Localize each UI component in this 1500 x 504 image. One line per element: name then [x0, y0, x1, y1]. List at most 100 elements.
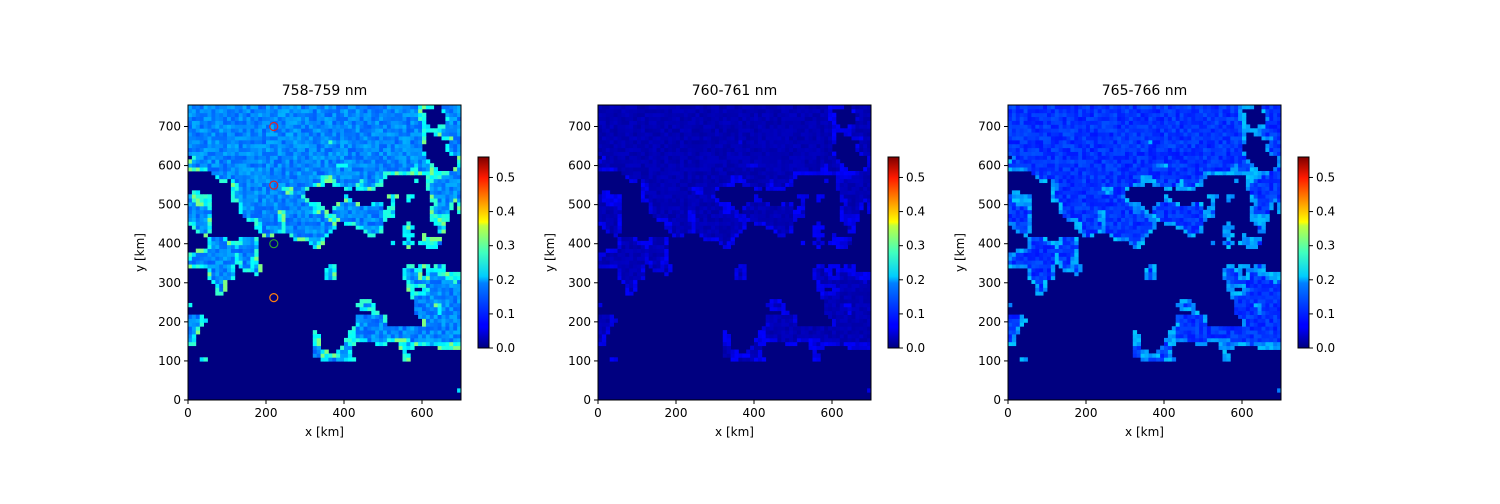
- heatmap-cell: [438, 276, 442, 280]
- heatmap-cell: [680, 148, 684, 152]
- heatmap-cell: [289, 132, 293, 136]
- heatmap-cell: [836, 128, 840, 132]
- heatmap-cell: [438, 315, 442, 319]
- heatmap-cell: [211, 136, 215, 140]
- heatmap-cell: [618, 225, 622, 229]
- heatmap-cell: [836, 295, 840, 299]
- heatmap-cell: [254, 218, 258, 222]
- heatmap-cell: [364, 315, 368, 319]
- heatmap-cell: [805, 326, 809, 330]
- heatmap-cell: [598, 128, 602, 132]
- heatmap-cell: [418, 128, 422, 132]
- heatmap-cell: [742, 206, 746, 210]
- heatmap-cell: [863, 295, 867, 299]
- heatmap-cell: [367, 318, 371, 322]
- heatmap-cell: [453, 276, 457, 280]
- heatmap-cell: [731, 175, 735, 179]
- heatmap-cell: [766, 202, 770, 206]
- heatmap-cell: [719, 121, 723, 125]
- heatmap-cell: [777, 121, 781, 125]
- heatmap-cell: [793, 322, 797, 326]
- heatmap-cell: [352, 179, 356, 183]
- heatmap-cell: [754, 194, 758, 198]
- heatmap-cell: [410, 342, 414, 346]
- heatmap-cell: [684, 113, 688, 117]
- heatmap-cell: [278, 202, 282, 206]
- heatmap-cell: [649, 179, 653, 183]
- heatmap-cell: [371, 163, 375, 167]
- heatmap-cell: [418, 167, 422, 171]
- heatmap-cell: [344, 124, 348, 128]
- heatmap-cell: [243, 183, 247, 187]
- heatmap-cell: [313, 210, 317, 214]
- heatmap-cell: [672, 229, 676, 233]
- heatmap-cell: [680, 206, 684, 210]
- heatmap-cell: [227, 113, 231, 117]
- heatmap-cell: [610, 229, 614, 233]
- heatmap-cell: [758, 121, 762, 125]
- heatmap-cell: [211, 117, 215, 121]
- heatmap-cell: [727, 140, 731, 144]
- heatmap-cell: [754, 175, 758, 179]
- heatmap-cell: [258, 190, 262, 194]
- heatmap-cell: [247, 245, 251, 249]
- heatmap-cell: [750, 218, 754, 222]
- heatmap-cell: [707, 214, 711, 218]
- heatmap-cell: [793, 109, 797, 113]
- heatmap-cell: [824, 284, 828, 288]
- heatmap-cell: [844, 264, 848, 268]
- heatmap-cell: [360, 175, 364, 179]
- heatmap-cell: [204, 152, 208, 156]
- heatmap-cell: [633, 136, 637, 140]
- heatmap-cell: [859, 121, 863, 125]
- heatmap-cell: [395, 167, 399, 171]
- heatmap-cell: [703, 183, 707, 187]
- heatmap-cell: [211, 163, 215, 167]
- heatmap-cell: [727, 179, 731, 183]
- heatmap-cell: [418, 295, 422, 299]
- heatmap-cell: [231, 163, 235, 167]
- heatmap-cell: [797, 159, 801, 163]
- heatmap-cell: [313, 225, 317, 229]
- heatmap-cell: [676, 121, 680, 125]
- heatmap-cell: [227, 159, 231, 163]
- heatmap-cell: [406, 346, 410, 350]
- heatmap-cell: [247, 163, 251, 167]
- heatmap-cell: [219, 128, 223, 132]
- heatmap-cell: [262, 148, 266, 152]
- heatmap-cell: [719, 140, 723, 144]
- heatmap-cell: [657, 171, 661, 175]
- heatmap-cell: [430, 299, 434, 303]
- heatmap-cell: [754, 342, 758, 346]
- heatmap-cell: [208, 113, 212, 117]
- heatmap-cell: [348, 132, 352, 136]
- heatmap-cell: [344, 113, 348, 117]
- heatmap-cell: [301, 210, 305, 214]
- heatmap-cell: [719, 214, 723, 218]
- heatmap-cell: [422, 318, 426, 322]
- heatmap-cell: [774, 326, 778, 330]
- heatmap-cell: [844, 287, 848, 291]
- heatmap-cell: [840, 241, 844, 245]
- heatmap-cell: [637, 144, 641, 148]
- heatmap-cell: [781, 121, 785, 125]
- heatmap-cell: [301, 105, 305, 109]
- heatmap-cell: [606, 117, 610, 121]
- heatmap-cell: [348, 109, 352, 113]
- heatmap-cell: [379, 163, 383, 167]
- heatmap-cell: [223, 117, 227, 121]
- heatmap-cell: [692, 155, 696, 159]
- heatmap-cell: [809, 140, 813, 144]
- heatmap-cell: [649, 187, 653, 191]
- heatmap-cell: [344, 121, 348, 125]
- heatmap-cell: [840, 276, 844, 280]
- heatmap-cell: [727, 202, 731, 206]
- heatmap-cell: [414, 342, 418, 346]
- heatmap-cell: [618, 218, 622, 222]
- heatmap-cell: [859, 342, 863, 346]
- heatmap-cell: [422, 307, 426, 311]
- heatmap-cell: [824, 280, 828, 284]
- heatmap-cell: [820, 148, 824, 152]
- heatmap-cell: [680, 229, 684, 233]
- heatmap-cell: [399, 159, 403, 163]
